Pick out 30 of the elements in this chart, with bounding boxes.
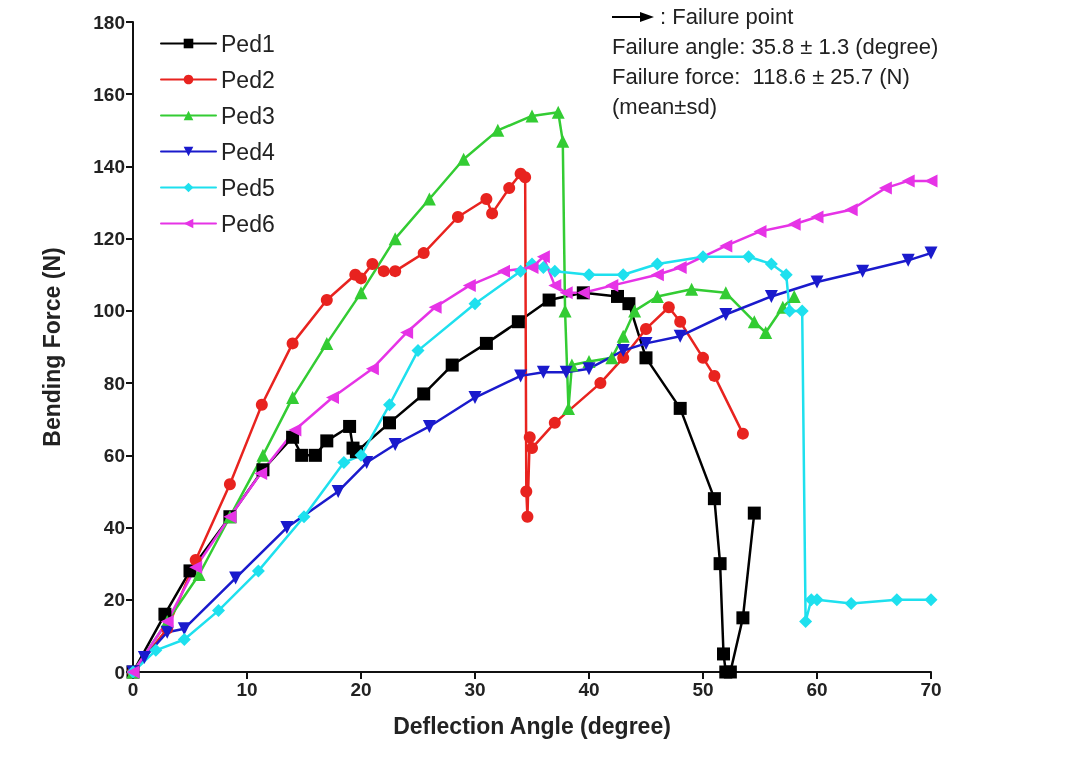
y-tick-label: 20 [103, 589, 125, 611]
x-tick-label: 0 [127, 679, 139, 700]
x-tick-label: 60 [806, 679, 828, 700]
legend-label: Ped3 [221, 102, 275, 129]
x-tick-label: 70 [920, 679, 942, 700]
x-tick-label: 50 [692, 679, 714, 700]
y-tick-label: 100 [93, 300, 125, 322]
x-axis-title: Deflection Angle (degree) [393, 712, 671, 739]
annotation: Failure angle: 35.8 ± 1.3 (degree) [612, 33, 939, 61]
annotation: : Failure point [660, 3, 794, 31]
y-axis-title: Bending Force (N) [38, 247, 65, 447]
y-tick-label: 60 [103, 444, 125, 466]
y-tick-label: 140 [93, 155, 125, 177]
y-tick-label: 40 [103, 517, 125, 539]
legend-label: Ped2 [221, 66, 275, 93]
legend-label: Ped1 [221, 30, 275, 57]
legend-label: Ped5 [221, 174, 275, 201]
x-tick-label: 30 [464, 679, 486, 700]
annotation: (mean±sd) [612, 93, 718, 121]
x-tick-label: 10 [236, 679, 258, 700]
legend-label: Ped4 [221, 138, 275, 165]
y-tick-label: 180 [93, 11, 125, 33]
annotation: Failure force: 118.6 ± 25.7 (N) [612, 63, 911, 91]
legend-label: Ped6 [221, 210, 275, 237]
y-tick-label: 160 [93, 83, 125, 105]
y-tick-label: 80 [103, 372, 125, 394]
y-tick-label: 0 [114, 661, 125, 683]
x-tick-label: 20 [350, 679, 372, 700]
y-tick-label: 120 [93, 228, 125, 250]
x-tick-label: 40 [578, 679, 600, 700]
